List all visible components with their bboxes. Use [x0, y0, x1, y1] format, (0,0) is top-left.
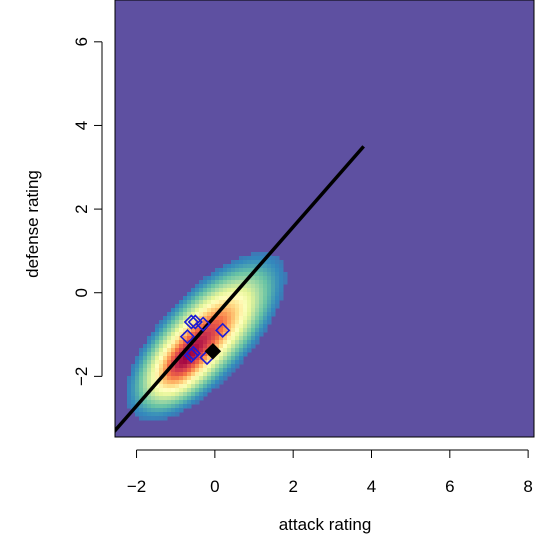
x-axis: −2 0 2 4 6 8 — [127, 449, 533, 496]
markers-layer — [179, 314, 231, 366]
y-axis-label: defense rating — [23, 170, 42, 278]
x-tick-label: 2 — [288, 477, 297, 496]
open-diamond-marker — [183, 347, 199, 364]
y-axis: −2 0 2 4 6 — [72, 37, 103, 386]
x-tick-label: −2 — [127, 477, 146, 496]
plot-frame — [114, 0, 535, 438]
y-tick-label: −2 — [72, 367, 91, 386]
x-tick-label: 6 — [445, 477, 454, 496]
open-diamond-marker — [215, 322, 231, 338]
y-tick-label: 2 — [72, 204, 91, 213]
open-diamond-marker — [183, 314, 199, 330]
open-diamond-marker — [179, 329, 196, 345]
open-diamond-marker — [187, 314, 203, 330]
x-axis-label: attack rating — [279, 515, 372, 534]
y-tick-label: 6 — [72, 37, 91, 46]
plot-area — [115, 0, 534, 437]
x-tick-label: 0 — [210, 477, 219, 496]
x-tick-label: 8 — [523, 477, 532, 496]
regression-line — [115, 145, 365, 434]
y-tick-label: 4 — [72, 121, 91, 130]
open-diamond-marker — [195, 316, 211, 332]
filled-diamond-marker — [204, 343, 222, 360]
x-tick-label: 4 — [367, 477, 376, 496]
y-tick-label: 0 — [72, 288, 91, 297]
